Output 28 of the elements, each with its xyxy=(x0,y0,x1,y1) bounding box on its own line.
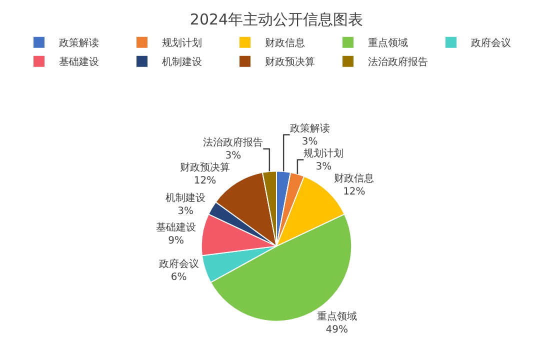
data-label: 3% xyxy=(316,161,332,172)
slice-label: 财政预决算 xyxy=(180,161,230,174)
data-label: 12% xyxy=(194,175,216,186)
slice-label: 法治政府报告 xyxy=(203,136,264,148)
legend-label: 基础建设 xyxy=(59,56,99,68)
legend-label: 政策解读 xyxy=(59,37,99,50)
data-label: 9% xyxy=(168,236,184,247)
legend-label: 财政信息 xyxy=(265,37,305,50)
slice-label: 政府会议 xyxy=(158,258,199,270)
legend-label: 法治政府报告 xyxy=(368,56,428,68)
legend-label: 规划计划 xyxy=(162,37,202,50)
data-label: 3% xyxy=(302,136,318,148)
legend-label: 机制建设 xyxy=(162,56,202,68)
slice-label: 规划计划 xyxy=(304,147,344,160)
data-label: 3% xyxy=(225,150,242,162)
legend-label: 政府会议 xyxy=(471,37,511,50)
data-label: 49% xyxy=(326,324,348,336)
slice-label: 财政信息 xyxy=(334,172,374,184)
slice-label: 基础建设 xyxy=(156,222,196,234)
data-label: 12% xyxy=(343,186,366,198)
data-label: 6% xyxy=(170,272,187,284)
legend-label: 财政预决算 xyxy=(265,56,315,68)
legend-label: 重点领域 xyxy=(368,37,408,50)
chart-title: 2024年主动公开信息图表 xyxy=(190,10,364,28)
slice-label: 重点领域 xyxy=(316,310,357,323)
slice-label: 政策解读 xyxy=(290,122,330,134)
slice-label: 机制建设 xyxy=(166,192,206,204)
data-label: 3% xyxy=(178,206,194,218)
